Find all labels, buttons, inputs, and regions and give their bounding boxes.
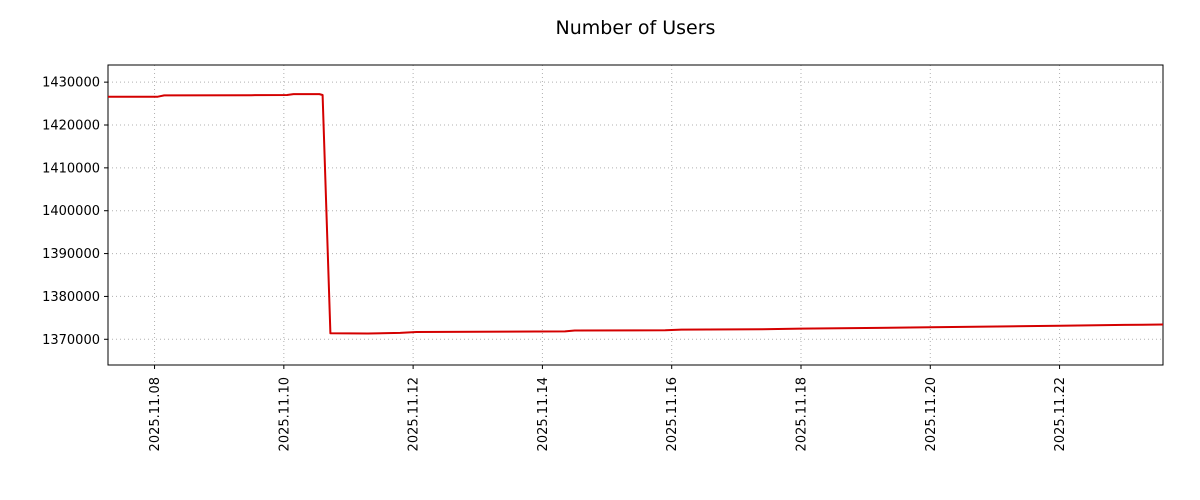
chart-title: Number of Users [555, 17, 716, 39]
x-tick-label: 2025.11.16 [665, 377, 680, 451]
x-tick-label: 2025.11.22 [1053, 377, 1068, 451]
x-tick-label: 2025.11.12 [407, 377, 422, 451]
y-tick-label: 1410000 [42, 161, 100, 176]
series-line-number-of-users [108, 93, 1164, 335]
y-tick-label: 1420000 [42, 119, 100, 134]
x-tick-label: 2025.11.18 [794, 377, 809, 451]
x-tick-label: 2025.11.20 [924, 377, 939, 451]
x-tick-label: 2025.11.08 [148, 377, 163, 451]
y-tick-label: 1390000 [42, 247, 100, 262]
x-tick-label: 2025.11.14 [536, 377, 551, 451]
y-tick-label: 1380000 [42, 290, 100, 305]
x-tick-label: 2025.11.10 [277, 377, 292, 451]
y-tick-label: 1400000 [42, 204, 100, 219]
y-tick-label: 1370000 [42, 333, 100, 348]
plot-border [107, 64, 1164, 366]
y-tick-label: 1430000 [42, 76, 100, 91]
